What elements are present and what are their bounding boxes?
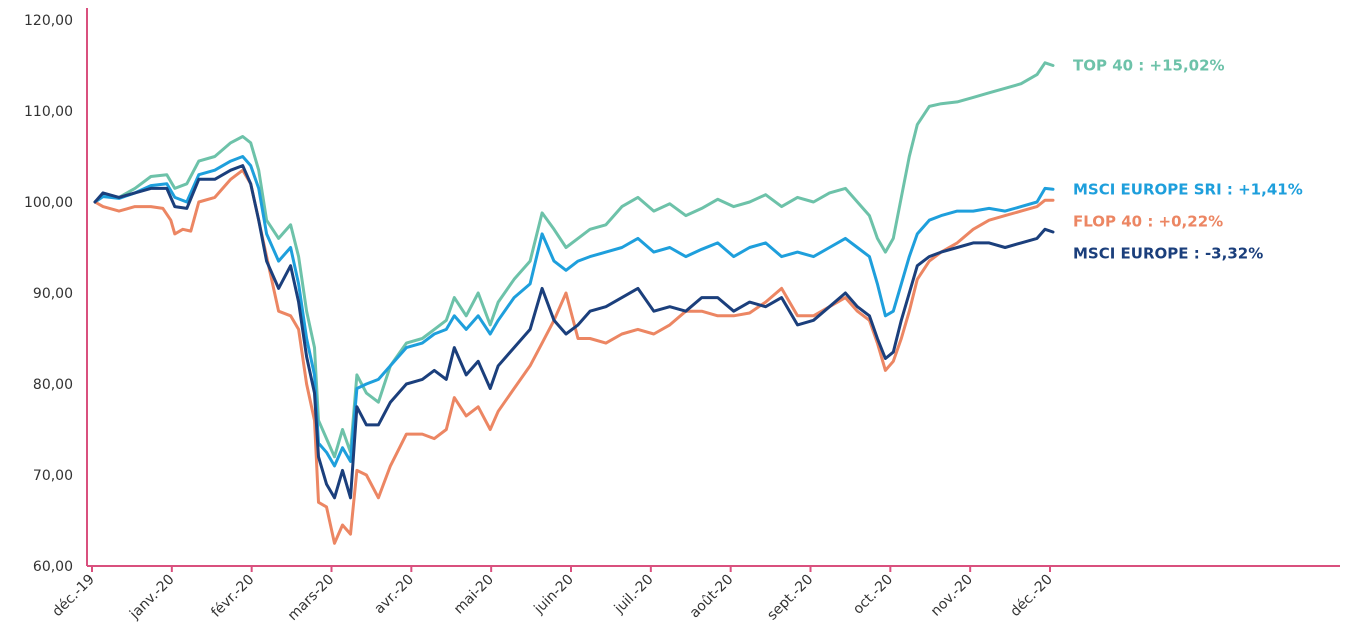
x-tick-label: mars-20 <box>285 572 337 624</box>
x-tick-label: oct.-20 <box>850 572 896 618</box>
series-line-2 <box>93 168 1055 545</box>
x-tick-label: juil.-20 <box>611 572 657 618</box>
x-axis-tick-marks <box>91 566 1051 572</box>
series-lines <box>93 61 1055 545</box>
x-tick-label: nov.-20 <box>928 572 976 620</box>
y-tick-label: 110,00 <box>24 104 73 120</box>
x-tick-label: mai-20 <box>451 572 497 618</box>
series-line-3 <box>93 164 1055 500</box>
y-tick-label: 100,00 <box>24 195 73 211</box>
y-tick-label: 60,00 <box>33 559 73 575</box>
x-tick-label: sept.-20 <box>764 572 816 624</box>
y-tick-label: 90,00 <box>33 286 73 302</box>
series-line-1 <box>93 155 1055 468</box>
series-label-2: FLOP 40 : +0,22% <box>1073 212 1223 230</box>
x-tick-label: juin-20 <box>531 572 577 618</box>
y-tick-label: 80,00 <box>33 377 73 393</box>
x-tick-label: déc.-20 <box>1007 572 1055 620</box>
y-axis-tick-labels: 60,00 70,00 80,00 90,00 100,00 110,00 120,00 <box>24 13 73 575</box>
y-tick-label: 120,00 <box>24 13 73 29</box>
y-tick-label: 70,00 <box>33 468 73 484</box>
x-tick-label: févr.-20 <box>208 572 257 621</box>
x-tick-label: janv.-20 <box>126 572 178 624</box>
series-end-labels: TOP 40 : +15,02% MSCI EUROPE SRI : +1,41%… <box>1073 57 1303 263</box>
series-label-3: MSCI EUROPE : -3,32% <box>1073 244 1263 262</box>
x-tick-label: août-20 <box>687 572 737 622</box>
series-label-1: MSCI EUROPE SRI : +1,41% <box>1073 180 1303 198</box>
series-label-0: TOP 40 : +15,02% <box>1073 57 1225 75</box>
x-axis-tick-labels: déc.-19 janv.-20 févr.-20 mars-20 avr.-20 mai… <box>49 572 1055 624</box>
x-tick-label: avr.-20 <box>371 572 417 618</box>
x-tick-label: déc.-19 <box>49 572 97 620</box>
series-line-0 <box>93 61 1055 459</box>
